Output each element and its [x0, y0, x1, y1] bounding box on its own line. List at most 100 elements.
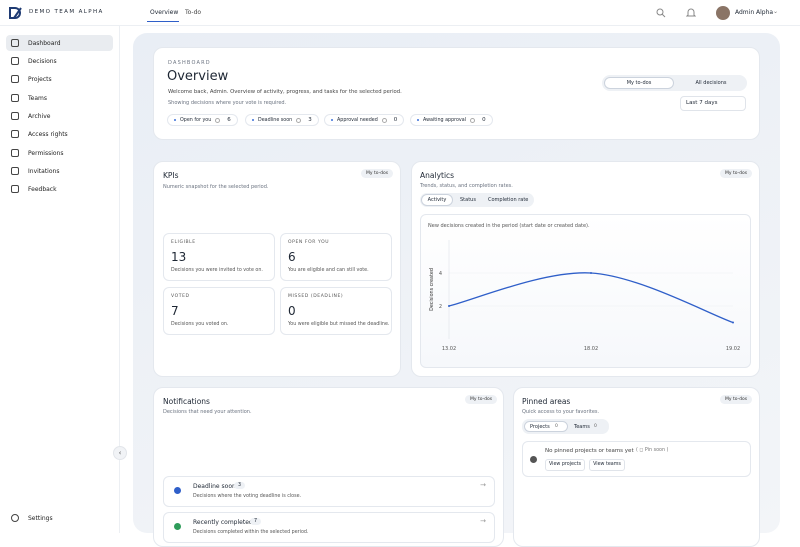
pinned-card: [513, 387, 760, 547]
brand: DEMO TEAM ALPHA: [29, 9, 104, 15]
chart-box: [420, 214, 751, 368]
info-icon: [530, 456, 537, 463]
button[interactable]: View teams: [589, 459, 625, 471]
y-tick-label: 2: [439, 304, 442, 310]
x-tick-label: 13.02: [442, 346, 456, 352]
chart-note: New decisions created in the period (sta…: [428, 223, 590, 229]
notification-count: 3: [234, 482, 246, 489]
card-subtitle: Numeric snapshot for the selected period…: [163, 184, 269, 190]
kpi-tile: ELIGIBLE 13 Decisions you were invited to …: [163, 233, 275, 281]
nav-item[interactable]: Access rights: [28, 131, 68, 138]
tab[interactable]: Teams: [574, 424, 590, 430]
nav-item[interactable]: Teams: [28, 95, 47, 102]
collapse-button[interactable]: ‹: [113, 446, 127, 460]
card-subtitle: Trends, status, and completion rates.: [420, 183, 513, 189]
tab-active[interactable]: [524, 421, 568, 432]
chip-label: Approval needed: [337, 117, 378, 123]
kpi-desc: Decisions you voted on.: [171, 322, 229, 327]
chip-dot: [174, 119, 176, 121]
kpi-value: 7: [171, 304, 179, 318]
chip-count: 3: [308, 117, 312, 123]
tab-count: 0: [594, 424, 597, 429]
x-tick-label: 18.02: [584, 346, 598, 352]
period-select[interactable]: [680, 96, 746, 111]
card-title: Pinned areas: [522, 397, 571, 406]
nav-icon: [11, 94, 19, 102]
toggle-option[interactable]: All decisions: [695, 80, 727, 86]
notification[interactable]: Deadline soon 3 Decisions where the voting…: [163, 476, 495, 507]
chip-dot: [252, 119, 254, 121]
card-title: Notifications: [163, 397, 210, 406]
kpi-label: ELIGIBLE: [171, 240, 196, 245]
active-nav: [6, 35, 113, 51]
kpi-desc: Decisions you were invited to vote on.: [171, 268, 263, 273]
badge: My to-dos: [465, 395, 498, 404]
notification-icon: [174, 523, 181, 530]
empty-text: No pinned projects or teams yet: [545, 448, 634, 454]
tab[interactable]: Overview: [150, 9, 179, 16]
nav-item[interactable]: Archive: [28, 113, 51, 120]
eyebrow: DASHBOARD: [168, 60, 211, 66]
welcome: Welcome back, Admin. Overview of activit…: [168, 89, 402, 95]
tab-count: 0: [555, 424, 558, 429]
kpi-tile: OPEN FOR YOU 6 You are eligible and can st…: [280, 233, 392, 281]
card-title: Analytics: [420, 171, 455, 180]
chip-count: 0: [482, 117, 486, 123]
nav-item[interactable]: Invitations: [28, 168, 60, 175]
stat-chip: Deadline soon 3: [245, 114, 319, 126]
tab[interactable]: Status: [460, 197, 476, 203]
hint-text: Pin soon: [644, 448, 666, 453]
page-title: Overview: [167, 69, 229, 84]
stat-chip: Open for you 6: [167, 114, 238, 126]
nav-item[interactable]: Feedback: [28, 186, 57, 193]
toggle-option[interactable]: My to-dos: [604, 77, 674, 89]
notification-arrow: →: [480, 481, 486, 489]
chip-info: [215, 117, 221, 123]
tab[interactable]: To-do: [185, 9, 202, 16]
tab[interactable]: Projects: [530, 424, 550, 430]
nav-icon: [11, 57, 19, 65]
nav-icon: [11, 112, 19, 120]
chip-info: [470, 117, 476, 123]
sidebar: [0, 26, 120, 533]
empty-box: [522, 441, 751, 477]
tab[interactable]: Activity: [421, 194, 453, 206]
avatar[interactable]: [716, 6, 730, 20]
kpi-label: VOTED: [171, 294, 190, 299]
chip-label: Open for you: [180, 117, 212, 123]
bell-icon[interactable]: [686, 8, 696, 18]
kpi-label: OPEN FOR YOU: [288, 240, 330, 245]
badge: My to-dos: [361, 169, 394, 178]
button[interactable]: View projects: [545, 459, 585, 471]
nav-item[interactable]: Permissions: [28, 150, 64, 157]
notification-title: Deadline soon: [193, 483, 236, 490]
nav-item[interactable]: Projects: [28, 76, 52, 83]
kpi-desc: You are eligible and can still vote.: [288, 268, 369, 273]
tab[interactable]: Completion rate: [488, 197, 529, 203]
badge: My to-dos: [720, 169, 753, 178]
chip-dot: [417, 119, 419, 121]
card-subtitle: Decisions that need your attention.: [163, 409, 252, 415]
nav-item[interactable]: Settings: [28, 515, 53, 522]
point: [448, 305, 450, 307]
notification[interactable]: Recently completed 7 Decisions completed w…: [163, 512, 495, 543]
kpi-tile: VOTED 7 Decisions you voted on.: [163, 287, 275, 335]
y-tick-label: 4: [439, 271, 442, 277]
chip-info: [381, 117, 387, 123]
line-chart: 2 4 Decisions created 13.02 18.02 19.02: [429, 240, 740, 352]
chevron[interactable]: ⌄: [773, 8, 779, 15]
badge: My to-dos: [720, 395, 753, 404]
nav-icon: [11, 75, 19, 83]
notification-desc: Decisions where the voting deadline is c…: [193, 494, 302, 499]
nav-icon: [11, 130, 19, 138]
nav-icon: [11, 167, 19, 175]
search-icon[interactable]: [656, 8, 666, 18]
chip-count: 6: [227, 117, 231, 123]
kpi-tile: MISSED (DEADLINE) 0 You were eligible but …: [280, 287, 392, 335]
notification-icon: [174, 487, 181, 494]
user-name[interactable]: Admin Alpha: [735, 9, 774, 16]
top-bar: [0, 0, 800, 26]
settings-icon: [11, 514, 19, 522]
nav-item[interactable]: Decisions: [28, 58, 57, 65]
nav-item[interactable]: Dashboard: [28, 40, 61, 47]
